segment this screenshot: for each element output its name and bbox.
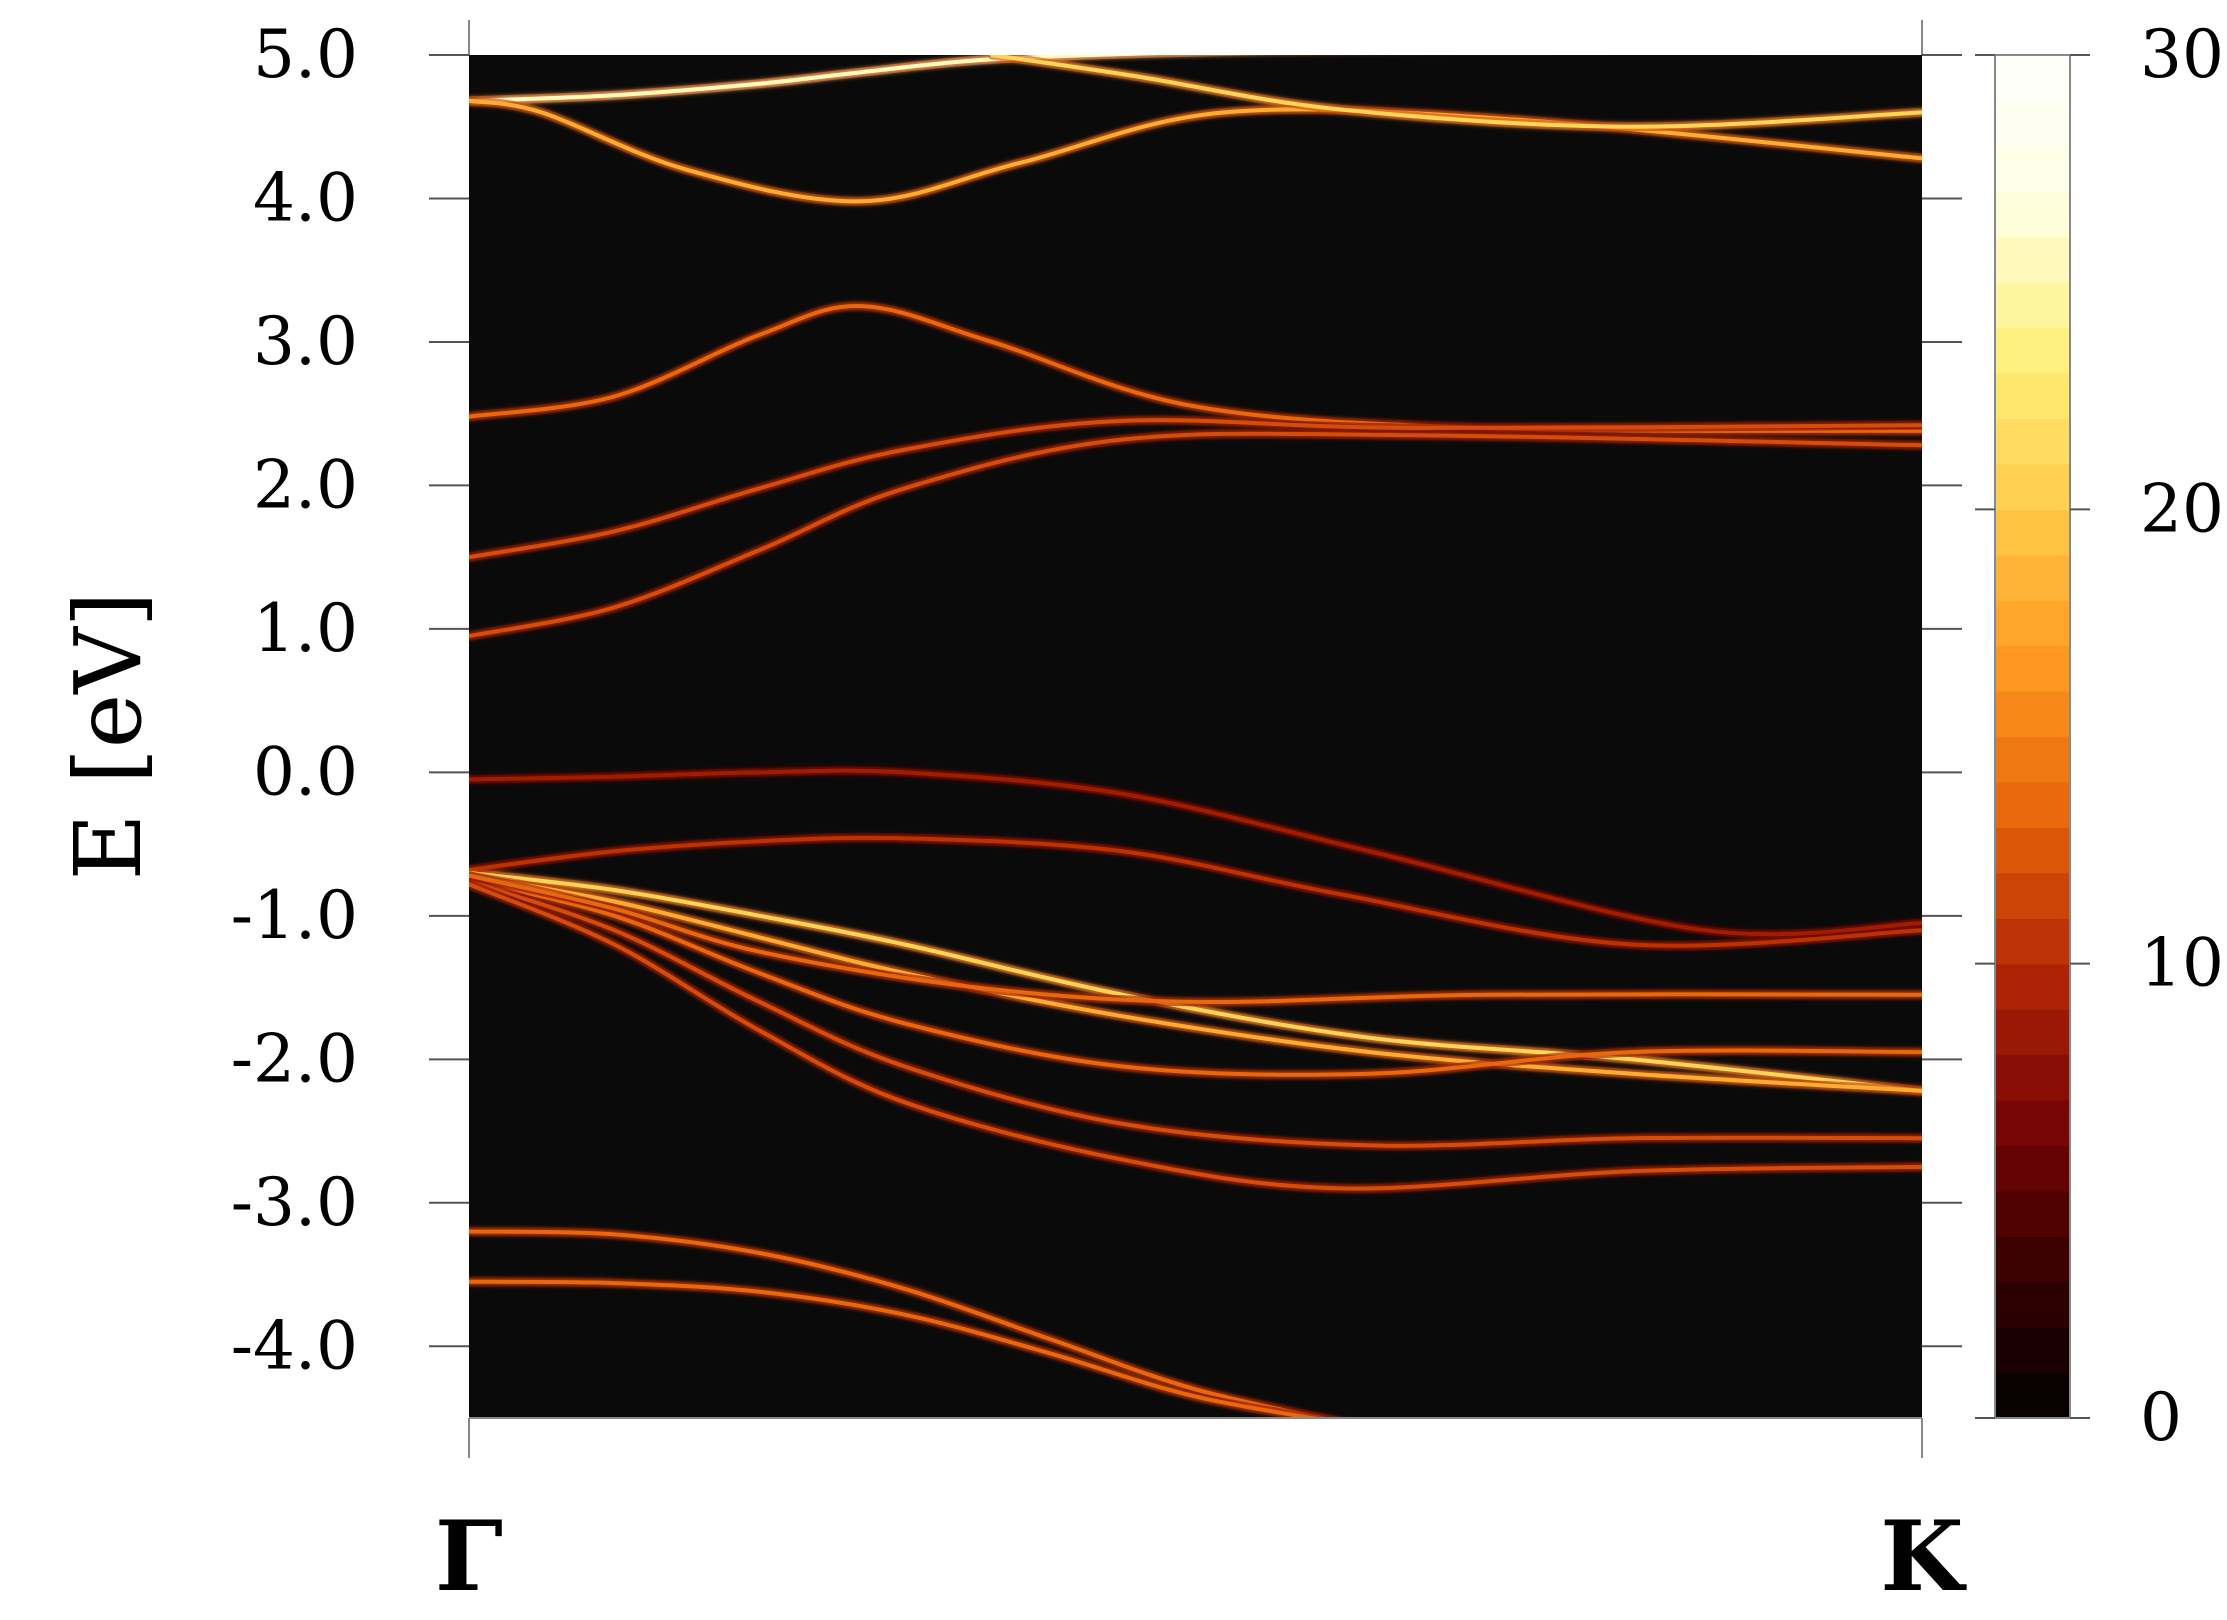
y-tick-label: 5.0 <box>253 16 358 93</box>
colorbar-step <box>1995 963 2070 1010</box>
y-tick-label: 1.0 <box>253 590 358 667</box>
colorbar-step <box>1995 327 2070 374</box>
band-line-2 <box>990 55 1922 129</box>
y-tick-label: -3.0 <box>231 1164 358 1241</box>
colorbar-step <box>1995 463 2070 510</box>
y-tick-label: 4.0 <box>253 159 358 236</box>
colorbar-step <box>1995 1281 2070 1328</box>
colorbar-step <box>1995 1190 2070 1237</box>
colorbar-tick-label: 30 <box>2140 16 2224 93</box>
colorbar-step <box>1995 373 2070 420</box>
colorbar-step <box>1995 1327 2070 1374</box>
band-line-8 <box>469 870 1922 1093</box>
band-line-12 <box>469 882 1922 1191</box>
y-axis-title: E [eV] <box>55 591 162 880</box>
band-line-11 <box>469 879 1922 1148</box>
colorbar-step <box>1995 1145 2070 1192</box>
band-line-5 <box>469 431 1922 639</box>
y-tick-label: 3.0 <box>253 303 358 380</box>
bands-layer <box>469 55 1922 1418</box>
colorbar-step <box>1995 236 2070 283</box>
colorbar-step <box>1995 645 2070 692</box>
colorbar-step <box>1995 872 2070 919</box>
band-line-13 <box>469 873 1922 1005</box>
colorbar-step <box>1995 554 2070 601</box>
band-line-9 <box>469 873 1922 1093</box>
y-axis: 5.0 4.0 3.0 2.0 1.0 0.0 -1.0 -2.0 -3.0 -4.0 <box>231 16 1962 1384</box>
colorbar-step <box>1995 691 2070 738</box>
y-tick-label: -1.0 <box>231 877 358 954</box>
y-tick-label: 0.0 <box>253 733 358 810</box>
colorbar-step <box>1995 55 2070 102</box>
band-line-15 <box>469 1279 1325 1418</box>
band-line-7 <box>469 835 1922 948</box>
colorbar-step <box>1995 282 2070 329</box>
plot-frame <box>468 20 1923 1458</box>
colorbar-step <box>1995 145 2070 192</box>
band-line-14 <box>469 1229 1331 1418</box>
colorbar-step <box>1995 418 2070 465</box>
colorbar-step <box>1995 509 2070 556</box>
colorbar-step <box>1995 100 2070 147</box>
colorbar-tick-label: 20 <box>2140 470 2224 547</box>
colorbar-step <box>1995 191 2070 238</box>
colorbar-frame <box>1994 54 2071 1419</box>
colorbar-step <box>1995 827 2070 874</box>
band-line-10 <box>469 878 1922 1077</box>
y-tick-label: -4.0 <box>231 1307 358 1384</box>
colorbar-tick-label: 0 <box>2140 1379 2182 1456</box>
colorbar-step <box>1995 1236 2070 1283</box>
colorbar-step <box>1995 600 2070 647</box>
band-line-6 <box>469 768 1922 937</box>
plot-area <box>469 55 1922 1418</box>
colorbar-step <box>1995 736 2070 783</box>
y-tick-label: 2.0 <box>253 446 358 523</box>
colorbar-step <box>1995 781 2070 828</box>
colorbar-step <box>1995 1054 2070 1101</box>
colorbar-tick-label: 10 <box>2140 925 2224 1002</box>
band-line-4 <box>469 418 1922 560</box>
y-tick-label: -2.0 <box>231 1020 358 1097</box>
kpoint-label: Γ <box>435 1500 503 1613</box>
colorbar-step <box>1995 1372 2070 1419</box>
colorbar: 30 20 10 0 <box>1975 16 2224 1456</box>
kpoint-label: K <box>1880 1500 1967 1613</box>
colorbar-step <box>1995 1009 2070 1056</box>
colorbar-step <box>1995 1099 2070 1146</box>
colorbar-step <box>1995 918 2070 965</box>
